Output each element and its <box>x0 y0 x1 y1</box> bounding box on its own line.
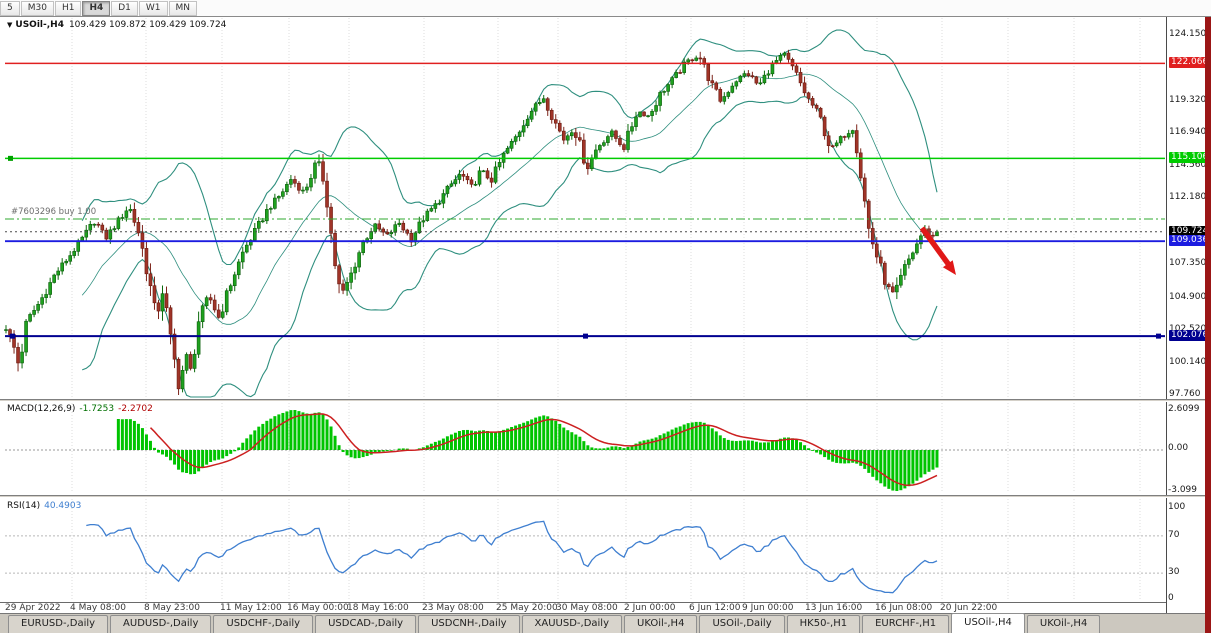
period-button-h1[interactable]: H1 <box>54 0 82 16</box>
chart-title-symbol: USOil-,H4 <box>15 20 64 30</box>
tab-usdcnh-daily[interactable]: USDCNH-,Daily <box>418 615 520 633</box>
rsi-axis-label: 0 <box>1168 593 1174 603</box>
time-axis-label: 20 Jun 22:00 <box>940 603 998 613</box>
time-axis-label: 29 Apr 2022 <box>5 603 61 613</box>
price-axis-label: 114.560 <box>1169 159 1207 170</box>
price-axis-label: 116.940 <box>1169 127 1207 138</box>
period-button-5[interactable]: 5 <box>0 0 20 16</box>
price-axis-label: 112.180 <box>1169 192 1207 203</box>
macd-axis-label: 2.6099 <box>1168 404 1200 414</box>
chart-tab-bar: EURUSD-,Daily AUDUSD-,Daily USDCHF-,Daily U… <box>0 613 1211 633</box>
tab-hk50-h1[interactable]: HK50-,H1 <box>786 615 861 633</box>
period-button-m30[interactable]: M30 <box>20 0 54 16</box>
price-axis-label: 107.350 <box>1169 258 1207 269</box>
time-axis-label: 25 May 20:00 <box>496 603 558 613</box>
chart-title-arrow-icon[interactable]: ▼ <box>7 21 13 29</box>
tab-audusd-daily[interactable]: AUDUSD-,Daily <box>110 615 212 633</box>
price-axis-label: 119.320 <box>1169 94 1207 105</box>
price-level-badge: 109.724 <box>1169 225 1211 237</box>
price-level-badge: 109.036 <box>1169 235 1211 247</box>
macd-title: MACD(12,26,9) <box>7 404 76 414</box>
time-axis-label: 16 Jun 08:00 <box>875 603 933 613</box>
time-axis-label: 13 Jun 16:00 <box>805 603 863 613</box>
period-button-w1[interactable]: W1 <box>138 0 168 16</box>
period-button-d1[interactable]: D1 <box>111 0 138 16</box>
tab-usdchf-daily[interactable]: USDCHF-,Daily <box>213 615 314 633</box>
buy-order-label[interactable]: #7603296 buy 1.00 <box>11 207 97 217</box>
price-axis-label: 100.140 <box>1169 356 1207 367</box>
panel-splitter-rsi[interactable] <box>0 495 1211 498</box>
time-axis-label: 11 May 12:00 <box>220 603 282 613</box>
time-axis-label: 23 May 08:00 <box>422 603 484 613</box>
macd-signal-value: -2.2702 <box>118 404 153 414</box>
rsi-indicator-label: RSI(14) 40.4903 <box>7 501 81 511</box>
price-axis-label: 104.900 <box>1169 291 1207 302</box>
price-axis[interactable]: 124.150 119.320 116.940 114.560 112.180 107.3… <box>1166 17 1211 613</box>
timeframe-toolbar: 5 M30 H1 H4 D1 W1 MN <box>0 0 1211 17</box>
tab-ukoil-h4[interactable]: UKOil-,H4 <box>624 615 698 633</box>
right-edge-strip <box>1205 17 1211 633</box>
macd-axis-label: 0.00 <box>1168 443 1189 453</box>
rsi-axis-label: 100 <box>1168 502 1186 512</box>
time-axis-label: 4 May 08:00 <box>70 603 126 613</box>
price-level-badge: 102.076 <box>1169 330 1211 342</box>
period-button-mn[interactable]: MN <box>168 0 198 16</box>
tab-ukoil-h4[interactable]: UKOil-,H4 <box>1026 615 1101 633</box>
macd-main-value: -1.7253 <box>79 404 115 414</box>
tab-usoil-daily[interactable]: USOil-,Daily <box>699 615 785 633</box>
tab-eurusd-daily[interactable]: EURUSD-,Daily <box>8 615 109 633</box>
rsi-axis-label: 70 <box>1168 530 1180 540</box>
rsi-title: RSI(14) <box>7 501 41 511</box>
tab-usdcad-daily[interactable]: USDCAD-,Daily <box>315 615 417 633</box>
panel-splitter-macd[interactable] <box>0 399 1211 402</box>
chart-title: ▼ USOil-,H4 109.429 109.872 109.429 109.72… <box>7 20 226 30</box>
time-axis-label: 8 May 23:00 <box>144 603 200 613</box>
chart-title-ohlc: 109.429 109.872 109.429 109.724 <box>68 20 227 30</box>
rsi-value: 40.4903 <box>44 501 82 511</box>
time-axis-label: 30 May 08:00 <box>556 603 618 613</box>
time-axis-label: 9 Jun 00:00 <box>742 603 794 613</box>
tab-eurchf-h1[interactable]: EURCHF-,H1 <box>862 615 950 633</box>
rsi-axis-label: 30 <box>1168 567 1180 577</box>
time-axis-label: 18 May 16:00 <box>347 603 409 613</box>
time-axis-label: 2 Jun 00:00 <box>624 603 676 613</box>
macd-indicator-label: MACD(12,26,9) -1.7253 -2.2702 <box>7 404 153 414</box>
macd-axis-label: -3.099 <box>1168 485 1198 495</box>
price-axis-label: 124.150 <box>1169 29 1207 39</box>
price-level-badge: 122.066 <box>1169 57 1211 69</box>
tab-xauusd-daily[interactable]: XAUUSD-,Daily <box>521 615 622 633</box>
tab-usoil-h4[interactable]: USOil-,H4 <box>951 613 1025 633</box>
price-axis-label: 97.760 <box>1169 388 1201 399</box>
price-axis-label: 102.520 <box>1169 324 1207 335</box>
time-axis-label: 16 May 00:00 <box>287 603 349 613</box>
price-level-badge: 115.106 <box>1169 152 1211 164</box>
period-button-h4[interactable]: H4 <box>82 0 111 16</box>
time-axis-label: 6 Jun 12:00 <box>689 603 741 613</box>
